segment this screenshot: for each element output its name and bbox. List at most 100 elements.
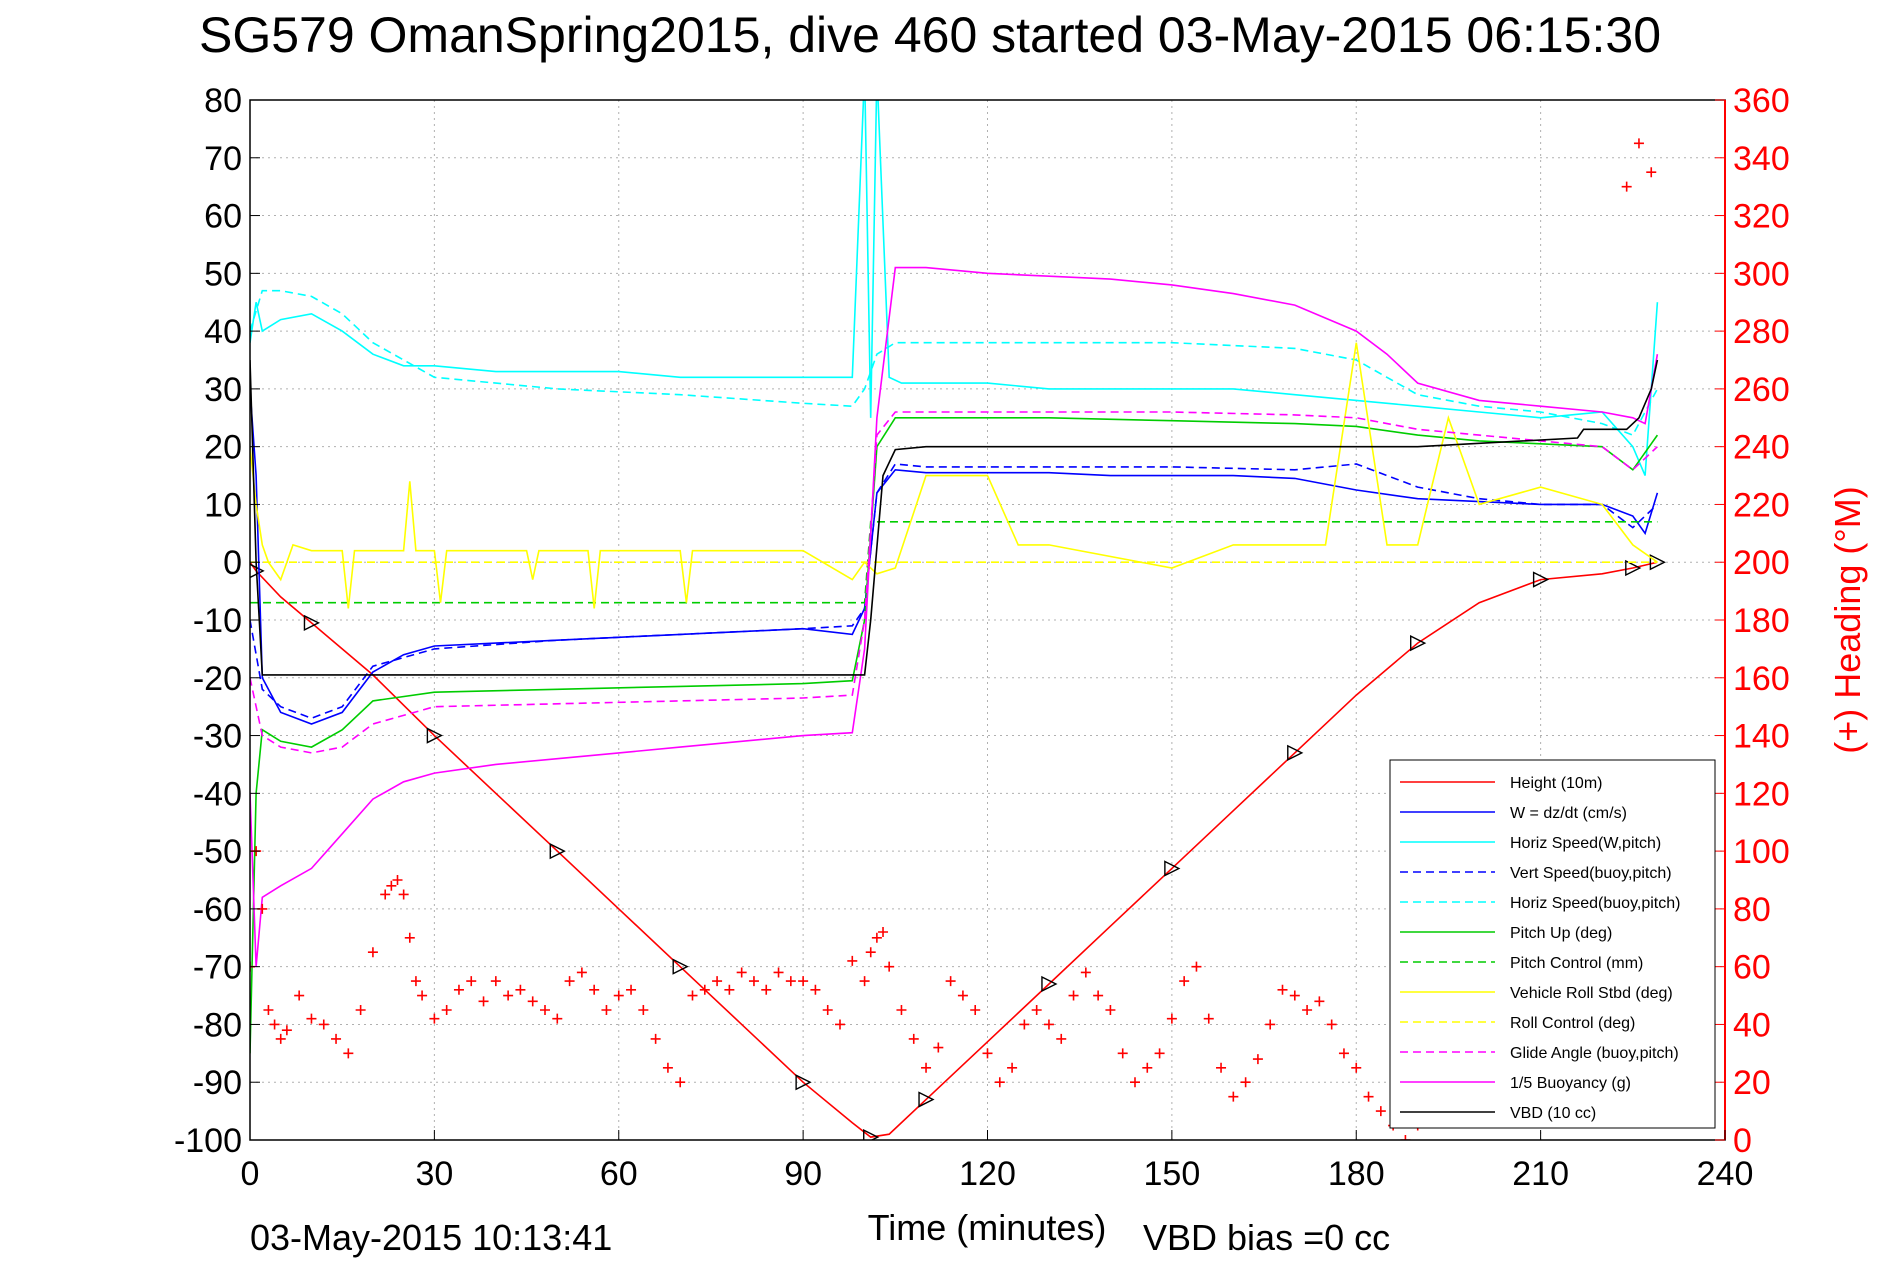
heading-point	[515, 984, 526, 995]
heading-point	[613, 990, 624, 1001]
chart-title: SG579 OmanSpring2015, dive 460 started 0…	[199, 7, 1661, 63]
legend-label: 1/5 Buoyancy (g)	[1510, 1075, 1631, 1092]
height-marker	[549, 842, 566, 860]
series-vert-speed-buoy-pitch	[250, 463, 1658, 720]
heading-point	[1203, 1013, 1214, 1024]
heading-point	[441, 1005, 452, 1015]
heading-point	[306, 1013, 317, 1024]
series-1-5-buoyancy-g	[250, 266, 1659, 967]
legend-label: Horiz Speed(W,pitch)	[1510, 835, 1661, 852]
y-tick-label: 80	[204, 82, 242, 120]
heading-point	[1043, 1019, 1054, 1030]
heading-point	[785, 976, 796, 987]
y-tick-label: -100	[174, 1122, 242, 1160]
heading-point	[1056, 1033, 1067, 1044]
heading-point	[453, 984, 464, 995]
heading-point	[1314, 996, 1325, 1007]
heading-point	[908, 1033, 919, 1044]
legend-box	[1389, 759, 1716, 1129]
series-vehicle-roll-stbd-deg	[250, 342, 1658, 609]
heading-point	[712, 976, 723, 987]
y-right-tick-label: 40	[1733, 1006, 1771, 1044]
y-tick-label: 20	[204, 429, 242, 467]
heading-point	[871, 932, 882, 943]
y-right-tick-label: 180	[1733, 602, 1790, 640]
heading-point	[490, 976, 501, 987]
heading-point	[847, 955, 858, 966]
heading-point	[982, 1048, 993, 1059]
y-tick-label: -10	[193, 602, 242, 640]
heading-point	[859, 976, 870, 987]
heading-point	[773, 967, 784, 978]
heading-point	[281, 1025, 292, 1036]
legend-item: Vert Speed(buoy,pitch)	[1400, 865, 1672, 882]
y-tick-label: 50	[204, 255, 242, 293]
heading-point	[1326, 1019, 1337, 1030]
y-tick-label: 10	[204, 486, 242, 524]
heading-point	[878, 927, 889, 937]
y-right-tick-label: 360	[1733, 82, 1790, 120]
heading-point	[1166, 1013, 1177, 1024]
heading-point	[601, 1005, 612, 1015]
y-right-tick-label: 140	[1733, 718, 1790, 756]
series-vbd-10-cc	[250, 359, 1659, 676]
heading-point	[398, 889, 409, 900]
heading-point	[724, 984, 735, 995]
y-tick-label: -30	[193, 718, 242, 756]
y-axis-left: 80 70 60 50 40 30 20 10 0 -10 -20 -30 -40 -50 -60 -70 -8…	[174, 82, 260, 1160]
heading-point	[1031, 1005, 1042, 1015]
heading-point	[564, 976, 575, 987]
heading-point	[1117, 1048, 1128, 1059]
height-marker	[1532, 571, 1550, 588]
heading-point	[970, 1005, 981, 1015]
legend: Height (10m) W = dz/dt (cm/s) Horiz Speed(…	[1389, 759, 1716, 1129]
heading-point	[269, 1019, 280, 1030]
y-tick-label: 0	[223, 544, 242, 582]
height-marker	[1041, 975, 1058, 993]
heading-point	[294, 990, 305, 1001]
heading-point	[1068, 990, 1079, 1001]
heading-point	[1277, 984, 1288, 995]
heading-point	[1007, 1062, 1018, 1073]
heading-point	[1338, 1048, 1349, 1059]
series-horiz-speed-buoy-pitch	[250, 289, 1659, 437]
heading-point	[638, 1005, 649, 1015]
heading-point	[1633, 138, 1644, 149]
x-axis: 0 30 60 90 120 150 180 210 240	[241, 1130, 1753, 1193]
y-right-tick-label: 20	[1733, 1064, 1771, 1102]
heading-point	[1289, 990, 1300, 1001]
heading-point	[1646, 167, 1657, 178]
heading-point	[1130, 1077, 1140, 1088]
heading-point	[1154, 1048, 1165, 1059]
y-right-tick-label: 220	[1733, 486, 1790, 524]
height-marker	[1410, 634, 1427, 652]
heading-point	[503, 990, 514, 1001]
heading-point	[662, 1062, 673, 1073]
y-tick-label: -70	[193, 949, 242, 987]
legend-label: Roll Control (deg)	[1510, 1015, 1635, 1032]
series-glide-angle-buoy-pitch	[250, 411, 1658, 754]
legend-label: VBD (10 cc)	[1510, 1105, 1596, 1122]
heading-point	[945, 976, 956, 987]
heading-point	[1375, 1106, 1386, 1117]
heading-point	[417, 990, 428, 1001]
heading-point	[1265, 1019, 1276, 1030]
series-w-dz-dt-cm-s	[250, 388, 1659, 725]
height-marker	[1287, 744, 1304, 762]
heading-point	[1400, 1135, 1411, 1140]
heading-point	[380, 889, 391, 900]
heading-point	[589, 984, 600, 995]
x-tick-label: 180	[1328, 1155, 1385, 1193]
heading-point	[1302, 1005, 1313, 1015]
x-axis-label: Time (minutes)	[868, 1207, 1107, 1248]
y-right-tick-label: 280	[1733, 313, 1790, 351]
x-tick-label: 210	[1512, 1155, 1569, 1193]
legend-label: Horiz Speed(buoy,pitch)	[1510, 895, 1680, 912]
footer-timestamp: 03-May-2015 10:13:41	[250, 1217, 612, 1258]
y-right-tick-label: 300	[1733, 255, 1790, 293]
heading-point	[466, 976, 477, 987]
heading-point	[675, 1077, 686, 1088]
x-tick-label: 0	[241, 1155, 260, 1193]
legend-label: W = dz/dt (cm/s)	[1510, 805, 1627, 822]
